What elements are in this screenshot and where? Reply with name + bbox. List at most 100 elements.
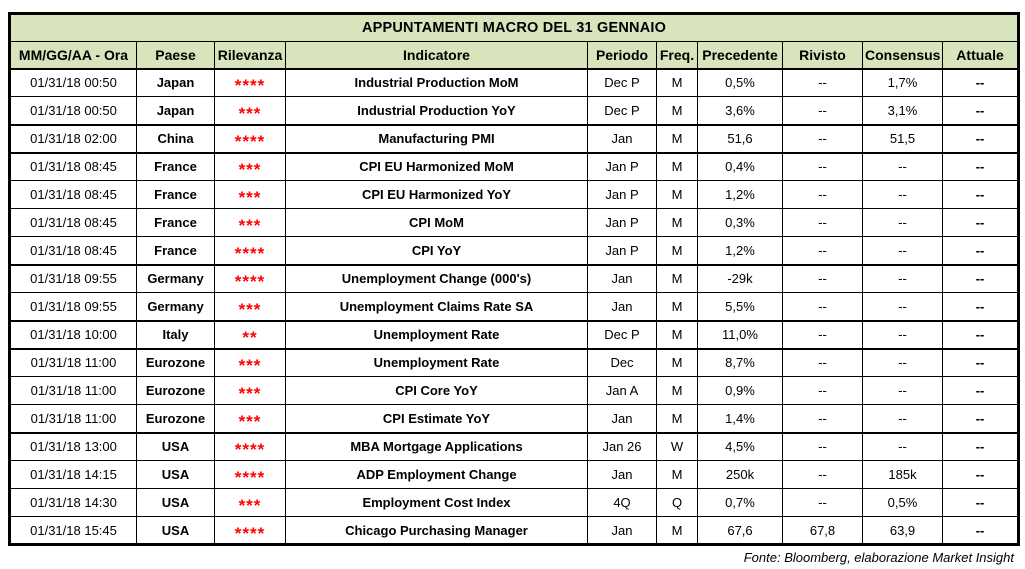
cell-revised: -- [782, 404, 863, 433]
relevance-stars: **** [234, 523, 266, 543]
cell-datetime: 01/31/18 14:30 [9, 488, 137, 517]
cell-country: Eurozone [136, 376, 215, 405]
cell-freq: Q [656, 488, 698, 517]
cell-freq: M [656, 236, 698, 265]
cell-freq: M [656, 292, 698, 321]
cell-indicator: CPI MoM [285, 208, 588, 237]
cell-relevance: *** [214, 347, 286, 377]
cell-datetime: 01/31/18 13:00 [9, 431, 137, 461]
table-row: 01/31/18 09:55 Germany **** Unemployment Ch… [9, 263, 1020, 293]
cell-actual: -- [941, 376, 1020, 405]
cell-datetime: 01/31/18 09:55 [9, 263, 137, 293]
cell-consensus: -- [862, 208, 943, 237]
cell-freq: W [656, 431, 698, 461]
cell-relevance: **** [214, 123, 286, 153]
cell-actual: -- [941, 488, 1020, 517]
relevance-stars: **** [234, 440, 266, 460]
cell-indicator: CPI EU Harmonized YoY [285, 180, 588, 209]
column-header-9: Consensus [862, 41, 943, 70]
cell-previous: 0,4% [697, 151, 783, 181]
cell-country: France [136, 180, 215, 209]
cell-relevance: **** [214, 431, 286, 461]
cell-revised: -- [782, 292, 863, 321]
cell-period: Jan P [587, 208, 657, 237]
cell-indicator: CPI Core YoY [285, 376, 588, 405]
cell-datetime: 01/31/18 08:45 [9, 180, 137, 209]
cell-indicator: Unemployment Claims Rate SA [285, 292, 588, 321]
cell-freq: M [656, 319, 698, 349]
cell-revised: -- [782, 376, 863, 405]
table-row: 01/31/18 11:00 Eurozone *** CPI Core YoY Jan… [9, 376, 1020, 405]
cell-actual: -- [941, 431, 1020, 461]
cell-revised: -- [782, 460, 863, 489]
cell-period: Jan P [587, 151, 657, 181]
cell-period: Jan P [587, 236, 657, 265]
cell-period: Jan [587, 404, 657, 433]
cell-datetime: 01/31/18 00:50 [9, 68, 137, 97]
cell-country: USA [136, 431, 215, 461]
table-row: 01/31/18 10:00 Italy ** Unemployment Rate De… [9, 319, 1020, 349]
column-header-5: Periodo [587, 41, 657, 70]
relevance-stars: *** [238, 216, 262, 235]
cell-revised: -- [782, 488, 863, 517]
cell-consensus: -- [862, 404, 943, 433]
cell-consensus: 51,5 [862, 123, 943, 153]
cell-indicator: CPI Estimate YoY [285, 404, 588, 433]
cell-previous: 11,0% [697, 319, 783, 349]
column-header-4: Indicatore [285, 41, 588, 70]
macro-events-table: APPUNTAMENTI MACRO DEL 31 GENNAIO MM/GG/… [8, 12, 1021, 546]
cell-period: Jan [587, 263, 657, 293]
column-header-1: MM/GG/AA - Ora [9, 41, 137, 70]
cell-indicator: CPI YoY [285, 236, 588, 265]
cell-period: Dec P [587, 319, 657, 349]
relevance-stars: *** [238, 356, 262, 376]
cell-relevance: *** [214, 488, 286, 517]
cell-datetime: 01/31/18 08:45 [9, 151, 137, 181]
cell-consensus: 3,1% [862, 96, 943, 125]
cell-country: Japan [136, 68, 215, 97]
table-header-row: MM/GG/AA - Ora Paese Rilevanza Indicatore Pe… [9, 41, 1020, 70]
table-row: 01/31/18 00:50 Japan *** Industrial Product… [9, 96, 1020, 125]
cell-revised: -- [782, 208, 863, 237]
cell-relevance: *** [214, 404, 286, 433]
relevance-stars: *** [238, 384, 262, 403]
relevance-stars: ** [242, 328, 258, 347]
table-row: 01/31/18 15:45 USA **** Chicago Purchasing … [9, 516, 1020, 545]
table-row: 01/31/18 08:45 France *** CPI EU Harmonized… [9, 180, 1020, 209]
cell-datetime: 01/31/18 15:45 [9, 516, 137, 545]
cell-actual: -- [941, 292, 1020, 321]
cell-consensus: 0,5% [862, 488, 943, 517]
cell-freq: M [656, 180, 698, 209]
cell-country: France [136, 208, 215, 237]
table-row: 01/31/18 02:00 China **** Manufacturing PMI… [9, 123, 1020, 153]
cell-previous: 0,5% [697, 68, 783, 97]
cell-actual: -- [941, 96, 1020, 125]
cell-datetime: 01/31/18 08:45 [9, 208, 137, 237]
cell-period: 4Q [587, 488, 657, 517]
cell-actual: -- [941, 123, 1020, 153]
cell-actual: -- [941, 347, 1020, 377]
table-row: 01/31/18 14:30 USA *** Employment Cost Inde… [9, 488, 1020, 517]
cell-period: Dec [587, 347, 657, 377]
cell-relevance: **** [214, 263, 286, 293]
cell-country: Japan [136, 96, 215, 125]
table-title-row: APPUNTAMENTI MACRO DEL 31 GENNAIO [8, 13, 1020, 42]
relevance-stars: **** [234, 272, 266, 292]
cell-consensus: -- [862, 376, 943, 405]
relevance-stars: *** [238, 103, 262, 123]
cell-freq: M [656, 151, 698, 181]
cell-actual: -- [941, 319, 1020, 349]
cell-relevance: **** [214, 68, 286, 97]
cell-revised: -- [782, 96, 863, 125]
column-header-7: Precedente [697, 41, 783, 70]
cell-previous: 1,4% [697, 404, 783, 433]
cell-actual: -- [941, 208, 1020, 237]
cell-consensus: -- [862, 292, 943, 321]
column-header-10: Attuale [941, 41, 1020, 70]
cell-period: Jan A [587, 376, 657, 405]
cell-country: USA [136, 488, 215, 517]
cell-previous: 3,6% [697, 96, 783, 125]
cell-consensus: 185k [862, 460, 943, 489]
cell-revised: -- [782, 180, 863, 209]
